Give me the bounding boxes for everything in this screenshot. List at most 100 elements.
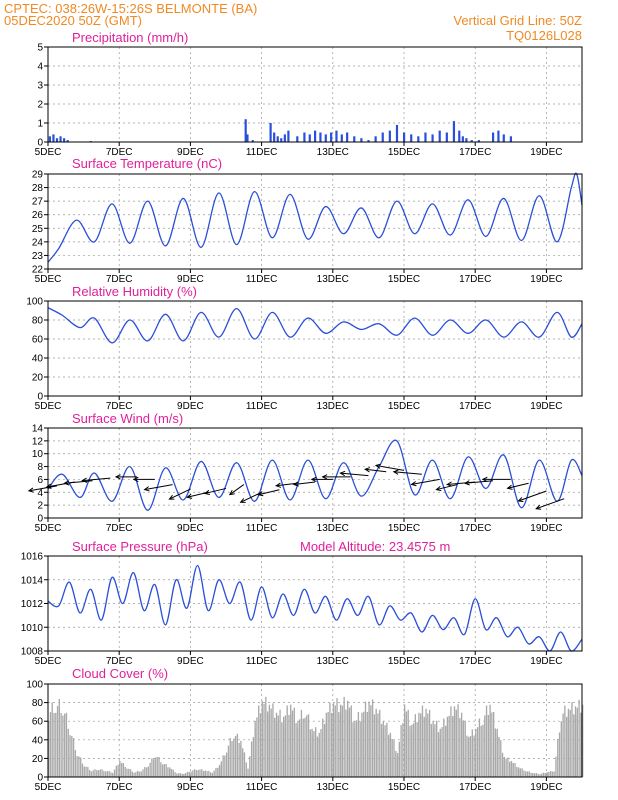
cloud-bar — [165, 764, 167, 777]
cloud-bar — [149, 762, 151, 777]
plot-frame — [47, 555, 583, 652]
cloud-bar — [176, 773, 178, 777]
precip-bar — [340, 134, 343, 142]
x-tick-label: 11DEC — [246, 656, 278, 667]
cloud-bar — [535, 773, 538, 777]
cloud-bar — [475, 735, 477, 777]
cloud-bar — [172, 769, 174, 777]
cloud-bar — [487, 715, 489, 777]
precipitation-panel: Precipitation (mm/h) 0 1 2 3 4 5 5DEC 7DEC 9DEC 1… — [35, 30, 583, 158]
cloud-bar — [489, 714, 491, 777]
cloud-bar — [104, 771, 107, 777]
cloud-bar — [99, 769, 101, 777]
cloud-bar — [188, 771, 190, 777]
cloud-bar — [313, 731, 315, 777]
cloud-bar — [94, 769, 96, 777]
wind-vector — [169, 488, 191, 500]
cloud-bar — [322, 718, 324, 777]
wind-vector-head — [228, 489, 235, 496]
run-time: 05DEC2020 50Z (GMT) — [4, 13, 142, 28]
cloud-bar — [131, 771, 133, 777]
cloud-bar — [532, 773, 534, 777]
y-tick-label: 20 — [32, 754, 44, 765]
cloud-bar — [338, 711, 340, 777]
cloud-bar — [55, 712, 57, 777]
x-tick-label: 5DEC — [35, 274, 62, 285]
plot-frame — [47, 173, 583, 270]
wind-vector-head — [275, 482, 282, 488]
wind-vector-head — [410, 481, 417, 487]
precip-bar — [509, 136, 512, 142]
cloud-bar — [391, 738, 393, 777]
precip-bar — [445, 132, 448, 142]
cloud-bar — [553, 771, 555, 777]
cloud-bar — [537, 773, 539, 777]
cloud-bar — [240, 745, 242, 777]
cloud-bar — [170, 768, 173, 777]
precip-bar — [374, 136, 377, 142]
cloud-bar — [565, 716, 568, 777]
wind-vector-head — [463, 480, 470, 486]
cloud-bar — [395, 750, 397, 777]
y-tick-label: 1 — [37, 119, 43, 130]
cloud-bar — [249, 756, 251, 777]
model-code: TQ0126L028 — [506, 28, 582, 43]
cloud-bar — [307, 714, 310, 777]
cloud-bar — [62, 715, 64, 777]
x-tick-label: 19DEC — [530, 523, 562, 534]
temperature-panel: Surface Temperature (nC) 22 23 24 25 26 27 28 2… — [32, 156, 583, 285]
cloud-bar — [120, 762, 123, 777]
cloud-bar — [224, 755, 226, 777]
cloud-bar — [510, 763, 513, 777]
y-tick-label: 0 — [37, 392, 43, 403]
precip-bar — [346, 132, 349, 142]
cloud-bar — [266, 711, 269, 777]
x-tick-label: 9DEC — [177, 401, 204, 412]
wind-vector-head — [517, 497, 524, 503]
cloud-bar — [468, 742, 470, 777]
y-tick-label: 23 — [32, 251, 44, 262]
x-tick-label: 13DEC — [317, 274, 349, 285]
y-tick-label: 1014 — [21, 575, 44, 586]
cloud-bar — [169, 768, 171, 777]
x-tick-label: 9DEC — [177, 274, 204, 285]
precip-bar — [502, 134, 505, 142]
cloud-bar — [277, 715, 279, 777]
precip-bar — [251, 140, 254, 142]
wind-vector-head — [81, 477, 88, 483]
cloud-bar — [525, 771, 527, 777]
cloud-bar — [140, 771, 142, 777]
cloud-bar — [126, 768, 128, 777]
cloud-bar — [437, 732, 440, 777]
cloud-bar — [420, 713, 422, 777]
wind-vector-head — [63, 480, 70, 486]
pressure-panel: Surface Pressure (hPa) Model Altitude: 2… — [21, 539, 583, 667]
wind-vector-head — [321, 474, 328, 480]
cloud-bar — [284, 715, 287, 777]
cloud-bar — [96, 770, 98, 777]
x-tick-label: 11DEC — [246, 274, 278, 285]
x-tick-label: 11DEC — [246, 523, 278, 534]
precip-bar — [492, 132, 495, 142]
precip-bar — [458, 130, 461, 142]
panel-title: Surface Temperature (nC) — [72, 156, 222, 171]
cloud-bar — [161, 764, 164, 777]
cloud-bar — [234, 735, 237, 777]
cloud-bar — [441, 727, 443, 777]
precip-bar — [308, 134, 311, 142]
x-tick-label: 15DEC — [388, 274, 420, 285]
cloud-bar — [145, 767, 148, 777]
y-tick-label: 40 — [32, 735, 44, 746]
y-tick-label: 14 — [32, 424, 44, 435]
y-tick-label: 20 — [32, 373, 44, 384]
x-tick-label: 15DEC — [388, 147, 420, 158]
cloud-bar — [357, 712, 360, 777]
cloud-bar — [336, 698, 338, 777]
cloud-bar — [549, 770, 552, 777]
cloud-bar — [106, 771, 109, 777]
cloud-bar — [450, 706, 452, 777]
cloud-bar — [528, 771, 530, 777]
cloud-bar — [279, 709, 281, 777]
x-tick-label: 19DEC — [530, 147, 562, 158]
cloud-bar — [480, 725, 482, 777]
